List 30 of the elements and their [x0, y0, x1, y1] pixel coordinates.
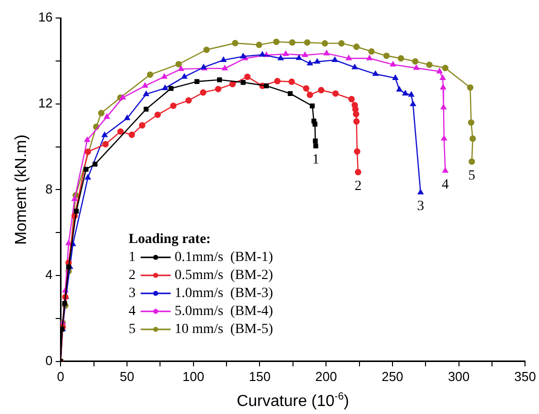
text: 4 — [128, 304, 136, 320]
annotation: 5 — [468, 168, 476, 184]
annotation: 2 — [354, 178, 362, 194]
x-tick-label: 0 — [57, 368, 64, 384]
legend-label: 5.0mm/s (BM-4) — [174, 304, 274, 320]
text: 3 — [128, 286, 136, 302]
y-tick-label: 8 — [45, 181, 53, 196]
y-axis-title: Moment (kN.m) — [13, 134, 30, 245]
y-tick-label: 12 — [38, 95, 53, 110]
legend-label: 0.5mm/s (BM-2) — [174, 268, 274, 284]
text: 1 — [128, 250, 136, 266]
y-tick-label: 16 — [38, 10, 53, 25]
text: 5 — [128, 322, 136, 338]
legend-title: Loading rate: — [128, 232, 211, 248]
x-tick-label: 100 — [182, 368, 204, 384]
legend-label: 0.1mm/s (BM-1) — [174, 250, 274, 266]
annotation: 3 — [417, 199, 424, 214]
x-tick-label: 350 — [514, 368, 536, 384]
x-tick-label: 250 — [382, 368, 404, 384]
x-tick-label: 200 — [315, 368, 337, 384]
annotation: 4 — [442, 177, 449, 192]
y-tick-label: 4 — [45, 267, 53, 282]
x-tick-label: 150 — [248, 368, 271, 384]
legend-label: 1.0mm/s (BM-3) — [174, 286, 274, 302]
legend-label: 10 mm/s (BM-5) — [174, 322, 274, 338]
x-tick-label: 300 — [448, 368, 470, 384]
y-tick-label: 0 — [45, 352, 53, 368]
x-tick-label: 50 — [120, 368, 134, 384]
annotation: 1 — [312, 152, 320, 168]
text: 2 — [128, 268, 136, 284]
